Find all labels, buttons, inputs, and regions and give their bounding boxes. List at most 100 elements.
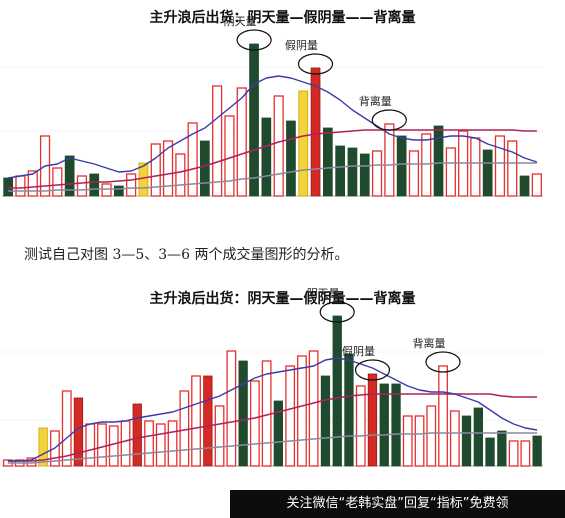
chart-1-title: 主升浪后出货：阴天量—假阴量——背离量 — [149, 10, 416, 26]
volume-bar — [273, 400, 284, 467]
volume-bar — [379, 383, 389, 467]
volume-bar — [273, 95, 284, 197]
volume-bar — [461, 415, 472, 467]
volume-bar — [520, 440, 531, 467]
volume-bar — [445, 147, 456, 197]
volume-bar — [519, 175, 530, 197]
ma-blue-line — [7, 75, 538, 179]
volume-bar — [371, 150, 383, 197]
volume-bar — [320, 375, 331, 467]
volume-bar — [61, 390, 72, 467]
volume-bar — [85, 423, 96, 467]
volume-bar — [261, 117, 272, 197]
annotation-label: 背离量 — [413, 336, 446, 350]
volume-bar — [433, 125, 444, 197]
annotation-circle — [319, 301, 355, 323]
annotation-label: 假阴量 — [342, 344, 375, 358]
volume-bar — [212, 85, 223, 197]
volume-bar — [101, 183, 112, 197]
ma-grey-line — [8, 162, 537, 192]
volume-bar — [421, 133, 432, 197]
volume-bar — [367, 373, 378, 467]
volume-bar — [482, 149, 493, 197]
volume-bar — [285, 365, 296, 467]
volume-bar — [531, 173, 542, 197]
annotation-label: 假阴量 — [285, 38, 318, 52]
volume-bar — [191, 375, 201, 467]
caption-text: 测试自己对图 3—5、3—6 两个成交量图形的分析。 — [24, 247, 349, 263]
volume-bar — [187, 122, 198, 197]
volume-bar — [355, 385, 366, 467]
volume-bar — [144, 420, 154, 467]
volume-bar — [485, 437, 495, 467]
volume-bar — [408, 150, 420, 197]
annotation-label: 背离量 — [359, 94, 392, 108]
volume-bar — [497, 430, 507, 467]
volume-bar — [396, 135, 407, 197]
volume-bar — [27, 170, 38, 197]
volume-bar — [402, 415, 413, 467]
annotation-label: 阴天量 — [307, 287, 340, 300]
volume-bar — [52, 167, 63, 197]
volume-bar — [297, 355, 307, 467]
volume-bar — [449, 410, 460, 467]
volume-bar — [494, 135, 506, 197]
volume-bar — [76, 175, 88, 197]
volume-bar — [89, 173, 100, 197]
volume-bar — [120, 420, 131, 467]
volume-bar — [286, 120, 296, 197]
volume-bar — [238, 360, 248, 467]
volume-bar — [310, 67, 321, 197]
annotation-circle — [236, 29, 272, 51]
ma-red-line — [8, 129, 537, 189]
volume-bar — [199, 140, 210, 197]
volume-bar — [332, 315, 342, 467]
volume-bar — [226, 350, 237, 467]
volume-bar — [414, 415, 425, 467]
volume-bar — [249, 380, 260, 467]
annotation-circle — [354, 359, 391, 381]
volume-bar — [507, 140, 518, 197]
volume-bar — [132, 403, 142, 467]
volume-bar — [150, 143, 161, 197]
volume-bar — [473, 407, 484, 467]
volume-bar — [114, 185, 124, 197]
volume-bar — [97, 423, 107, 467]
volume-bar — [214, 405, 225, 467]
ma-grey-line — [7, 432, 538, 464]
volume-bar — [38, 427, 48, 467]
volume-bar — [298, 90, 309, 197]
volume-bar — [322, 127, 333, 197]
volume-bar — [108, 425, 119, 467]
volume-bar — [179, 390, 190, 467]
volume-bar — [359, 153, 370, 197]
volume-bar — [203, 375, 213, 467]
chart-2-title: 主升浪后出货：阴天量—假阴量——背离量 — [149, 291, 416, 307]
volume-bar — [426, 405, 437, 467]
volume-bar — [344, 353, 354, 467]
volume-bar — [175, 153, 186, 197]
watermark-banner: 关注微信“老韩实盘”回复“指标”免费领 — [230, 490, 565, 518]
volume-bar — [73, 397, 84, 467]
volume-bar — [126, 173, 137, 197]
volume-bar — [438, 365, 448, 467]
volume-bar — [308, 350, 319, 467]
volume-bar — [384, 123, 395, 197]
volume-bar — [155, 423, 166, 467]
volume-bar — [64, 155, 75, 197]
annotation-circle — [425, 351, 461, 373]
volume-bar — [391, 383, 401, 467]
annotation-label: 阴天量 — [224, 15, 257, 28]
volume-bar — [347, 147, 358, 197]
volume-bar — [162, 140, 174, 197]
volume-bar — [249, 43, 259, 197]
annotation-circle — [297, 53, 334, 75]
volume-bar — [167, 420, 178, 467]
annotation-circle — [371, 109, 407, 131]
volume-bar — [508, 440, 519, 467]
volume-bar — [236, 87, 247, 197]
ma-red-line — [7, 393, 538, 462]
volume-bar — [532, 435, 542, 467]
